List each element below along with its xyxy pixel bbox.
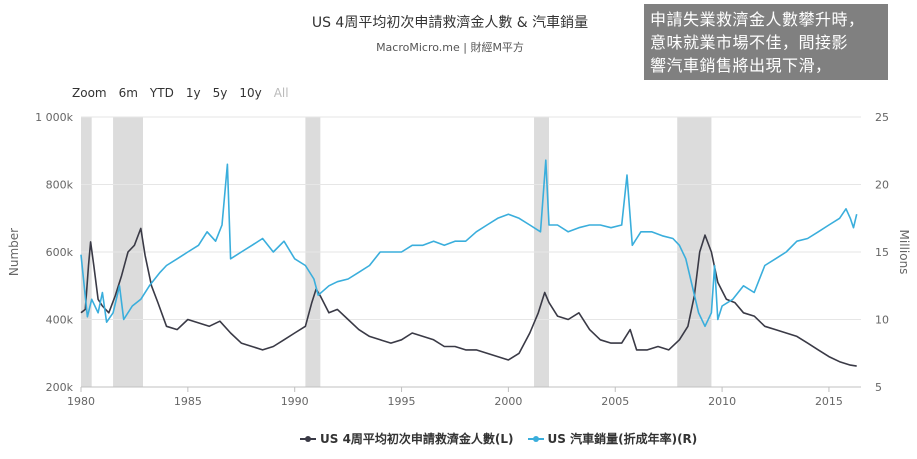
y-right-tick-label: 5 <box>875 381 882 394</box>
y-left-tick-label: 200k <box>46 381 74 394</box>
x-tick-label: 1980 <box>67 395 95 408</box>
legend-sales-dot <box>532 435 539 442</box>
zoom-all-button[interactable]: All <box>273 86 289 100</box>
y-right-axis-label: Millions <box>897 230 911 275</box>
y-right-tick-label: 20 <box>875 179 889 192</box>
x-tick-label: 1990 <box>281 395 309 408</box>
y-left-tick-label: 1 000k <box>35 111 73 124</box>
zoom-6m-button[interactable]: 6m <box>118 86 138 100</box>
y-left-tick-label: 600k <box>46 246 74 259</box>
legend-item-claims[interactable]: US 4周平均初次申請救濟金人數(L) <box>300 430 514 447</box>
annotation-line: 申請失業救濟金人數攀升時， <box>650 10 865 29</box>
legend: US 4周平均初次申請救濟金人數(L) US 汽車銷量(折成年率)(R) <box>300 430 711 447</box>
zoom-1y-button[interactable]: 1y <box>185 86 201 100</box>
legend-sales-label: US 汽車銷量(折成年率)(R) <box>547 432 698 446</box>
y-right-tick-label: 10 <box>875 314 889 327</box>
chart-subtitle: MacroMicro.me | 財經M平方 <box>376 41 524 54</box>
y-left-tick-label: 400k <box>46 314 74 327</box>
annotation-box: 申請失業救濟金人數攀升時， 意味就業市場不佳，間接影 響汽車銷售將出現下滑， <box>644 4 888 80</box>
x-tick-label: 2010 <box>708 395 736 408</box>
zoom-10y-button[interactable]: 10y <box>239 86 262 100</box>
annotation-line: 意味就業市場不佳，間接影 <box>650 33 849 52</box>
legend-claims-dot <box>305 435 311 442</box>
zoom-selector: Zoom 6m YTD 1y 5y 10y All <box>72 86 301 100</box>
legend-item-sales[interactable]: US 汽車銷量(折成年率)(R) <box>527 430 698 447</box>
annotation-line: 響汽車銷售將出現下滑， <box>650 56 832 75</box>
y-left-tick-label: 800k <box>46 179 74 192</box>
y-right-tick-label: 25 <box>875 111 889 124</box>
y-left-axis-label: Number <box>7 228 21 276</box>
legend-claims-label: US 4周平均初次申請救濟金人數(L) <box>320 432 514 446</box>
zoom-5y-button[interactable]: 5y <box>212 86 228 100</box>
chart-title: US 4周平均初次申請救濟金人數 & 汽車銷量 <box>311 15 589 31</box>
sales-series-line <box>80 159 858 328</box>
x-tick-label: 2000 <box>494 395 522 408</box>
claims-series-line <box>80 227 857 367</box>
legend-sales-swatch-icon <box>527 434 544 444</box>
zoom-label: Zoom <box>72 86 107 100</box>
x-tick-label: 1985 <box>174 395 202 408</box>
x-tick-label: 1995 <box>388 395 416 408</box>
legend-claims-swatch-icon <box>300 434 316 444</box>
x-tick-label: 2015 <box>815 395 843 408</box>
zoom-ytd-button[interactable]: YTD <box>149 86 174 100</box>
x-tick-label: 2005 <box>601 395 629 408</box>
y-right-tick-label: 15 <box>875 246 889 259</box>
